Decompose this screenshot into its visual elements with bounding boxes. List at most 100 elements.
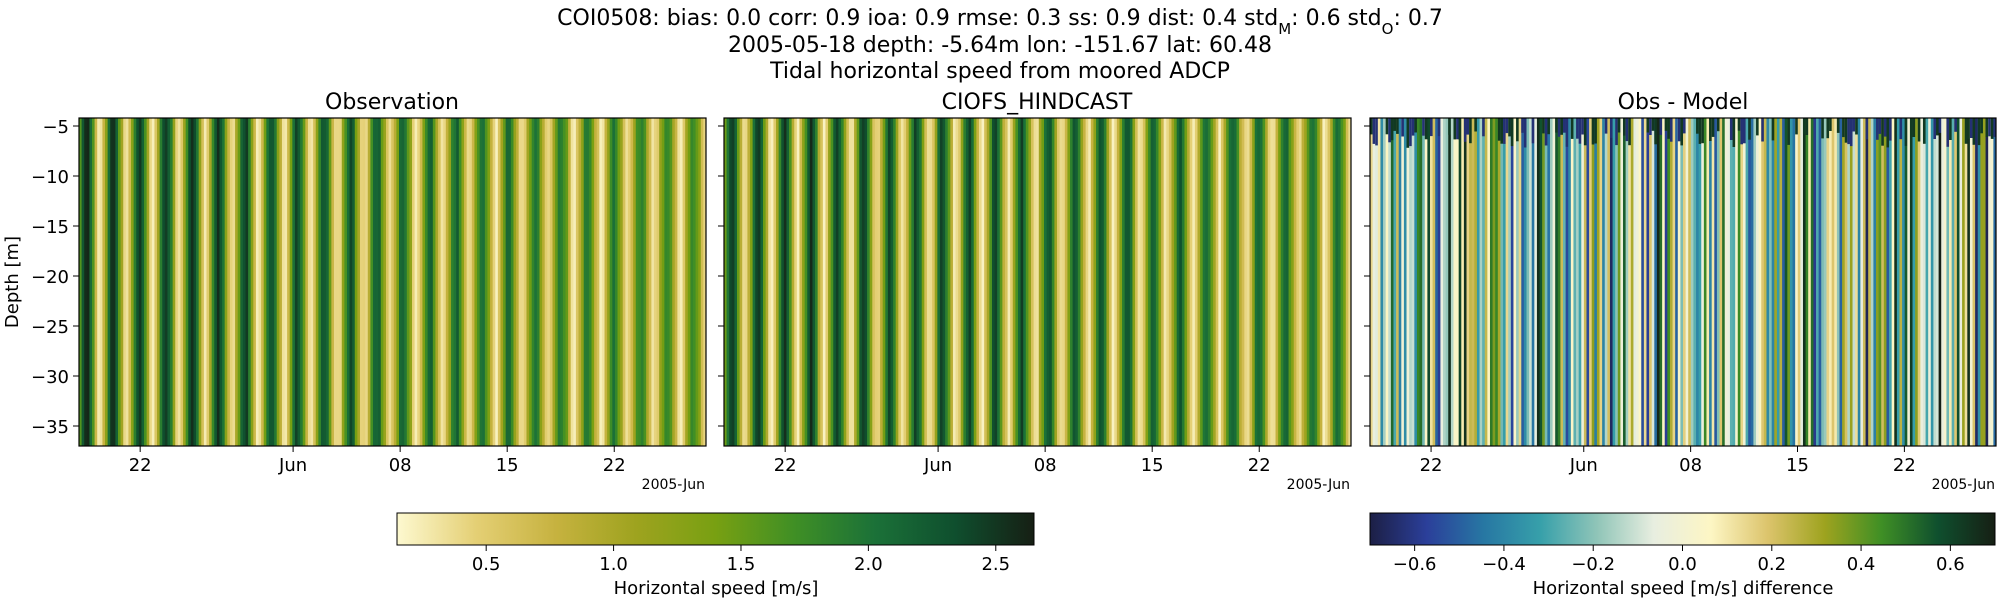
heatmap-stripe [1922,118,1926,446]
heatmap-stripe [1109,118,1113,446]
heatmap-stripe [687,118,691,446]
heatmap-stripe [679,118,683,446]
heatmap-stripe [1990,118,1994,446]
heatmap-stripe [123,118,127,446]
heatmap-stripe [1304,118,1308,446]
heatmap-stripe [958,118,962,446]
heatmap-stripe [991,118,995,446]
heatmap-stripe [370,118,374,446]
heatmap-stripe [1218,118,1222,446]
heatmap-stripe [549,118,553,446]
heatmap-stripe [378,118,382,446]
heatmap-stripe [921,118,925,446]
heatmap-stripe [521,118,525,446]
heatmap-stripe [1025,118,1029,446]
heatmap-stripe [622,118,626,446]
heatmap-stripe [1083,118,1087,446]
heatmap-stripe [232,118,236,446]
heatmap-stripe [854,118,858,446]
heatmap-stripe [1150,118,1154,446]
heatmap-stripe [1886,118,1890,446]
heatmap-stripe [1709,118,1713,141]
heatmap-stripe [1385,118,1389,446]
heatmap-stripe [1270,118,1274,446]
heatmap-stripe [1555,118,1559,446]
heatmap-stripe [1680,118,1684,146]
heatmap-stripe [1876,118,1880,140]
heatmap-stripe [578,118,582,446]
heatmap-stripe [1474,118,1478,446]
heatmap-stripe [1296,118,1300,446]
heatmap-stripe [255,118,259,446]
heatmap-stripe [141,118,145,446]
heatmap-stripe [417,118,421,446]
heatmap-stripe [739,118,743,446]
heatmap-stripe [1578,118,1582,144]
heatmap-stripe [258,118,262,446]
heatmap-stripe [1479,118,1483,446]
heatmap-stripe [916,118,920,446]
heatmap-stripe [1964,118,1968,144]
heatmap-stripe [279,118,283,446]
heatmap-stripe [1805,118,1809,135]
heatmap-stripe [1677,118,1681,446]
heatmap-stripe [627,118,631,446]
heatmap-stripe [248,118,252,446]
heatmap-stripe [287,118,291,446]
heatmap-stripe [1516,118,1520,446]
heatmap-stripe [695,118,699,446]
heatmap-stripe [1795,118,1799,135]
heatmap-stripe [1711,118,1715,446]
heatmap-stripe [1646,118,1650,446]
heatmap-stripe [136,118,140,446]
heatmap-stripe [188,118,192,446]
heatmap-stripe [1771,118,1775,446]
heatmap-stripe [1683,118,1687,134]
heatmap-stripe [466,118,470,446]
heatmap-stripe [1416,118,1420,446]
heatmap-stripe [1500,118,1504,446]
heatmap-stripe [391,118,395,446]
heatmap-stripe [1335,118,1339,446]
heatmap-stripe [900,118,904,446]
heatmap-stripe [570,118,574,446]
heatmap-stripe [1207,118,1211,446]
heatmap-stripe [617,118,621,446]
heatmap-stripe [196,118,200,446]
heatmap-stripe [1722,118,1726,446]
heatmap-stripe [1140,118,1144,446]
heatmap-stripe [128,118,132,446]
heatmap-stripe [1293,118,1297,446]
heatmap-stripe [1672,118,1676,446]
heatmap-stripe [305,118,309,446]
heatmap-stripe [1581,118,1585,446]
heatmap-stripe [1275,118,1279,446]
heatmap-stripe [1649,118,1653,446]
heatmap-stripe [1051,118,1055,446]
heatmap-stripe [1471,118,1475,446]
heatmap-stripe [544,118,548,446]
heatmap-stripe [968,118,972,446]
heatmap-stripe [448,118,452,446]
heatmap-stripe [1617,118,1621,446]
heatmap-stripe [1461,118,1465,446]
heatmap-stripe [1414,118,1418,446]
heatmap-stripe [531,118,535,446]
heatmap-stripe [1495,118,1499,446]
heatmap-stripe [737,118,741,446]
heatmap-stripe [1088,118,1092,446]
heatmap-stripe [380,118,384,446]
heatmap-stripe [937,118,941,446]
heatmap-stripe [1852,118,1856,132]
heatmap-stripe [984,118,988,446]
heatmap-stripe [841,118,845,446]
y-tick-label: −25 [31,317,69,338]
heatmap-stripe [1370,118,1374,135]
panel-axes: 22 Jun 08 15 22 [1364,117,1997,476]
heatmap-stripe [1675,118,1679,446]
heatmap-stripe [1860,118,1864,446]
heatmap-stripe [383,118,387,446]
heatmap-stripe [237,118,241,446]
heatmap-stripe [435,118,439,446]
